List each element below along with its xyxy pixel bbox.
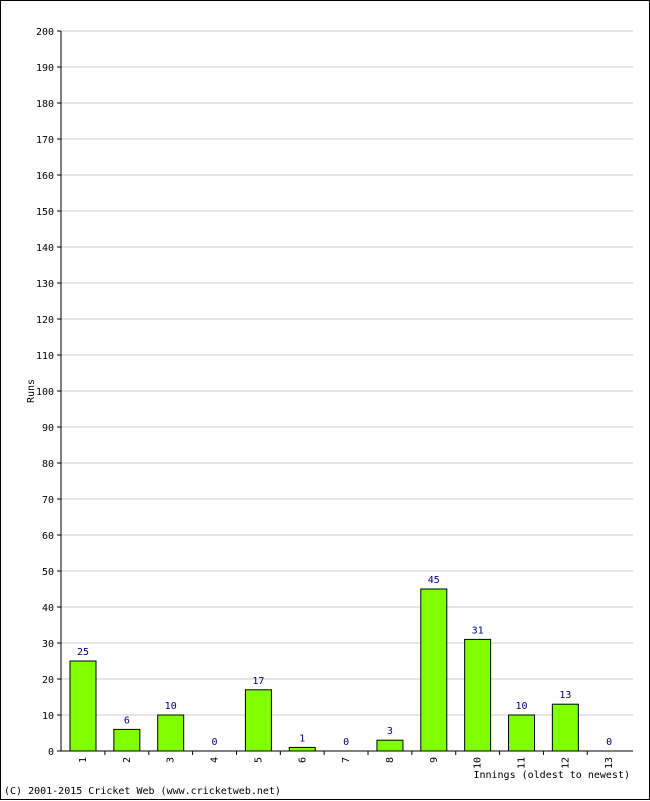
data-label: 10 bbox=[165, 701, 177, 712]
x-tick-label: 6 bbox=[297, 757, 308, 763]
y-tick-label: 20 bbox=[42, 675, 54, 686]
x-tick-label: 7 bbox=[341, 757, 352, 763]
data-label: 0 bbox=[606, 737, 612, 748]
y-tick-label: 160 bbox=[36, 171, 54, 182]
x-tick-label: 4 bbox=[210, 757, 221, 763]
x-tick-label: 9 bbox=[429, 757, 440, 763]
data-label: 17 bbox=[252, 676, 264, 687]
data-label: 0 bbox=[343, 737, 349, 748]
y-tick-label: 100 bbox=[36, 387, 54, 398]
y-tick-label: 50 bbox=[42, 567, 54, 578]
bar bbox=[113, 728, 141, 752]
x-axis-ticks: 1 2 3 4 5 6 7 8 9 10 11 12 13 bbox=[78, 751, 615, 769]
y-tick-label: 140 bbox=[36, 243, 54, 254]
bar bbox=[376, 739, 404, 752]
y-tick-label: 170 bbox=[36, 135, 54, 146]
y-tick-label: 40 bbox=[42, 603, 54, 614]
y-tick-label: 150 bbox=[36, 207, 54, 218]
y-tick-label: 30 bbox=[42, 639, 54, 650]
x-tick-label: 1 bbox=[78, 757, 89, 763]
y-tick-label: 180 bbox=[36, 99, 54, 110]
bars bbox=[69, 588, 579, 752]
x-tick-label: 13 bbox=[604, 757, 615, 769]
data-label: 1 bbox=[299, 733, 305, 744]
y-tick-label: 130 bbox=[36, 279, 54, 290]
bar bbox=[420, 588, 448, 752]
bar bbox=[508, 714, 535, 752]
x-tick-label: 8 bbox=[385, 757, 396, 763]
grid-lines bbox=[61, 30, 633, 716]
data-label: 13 bbox=[559, 690, 571, 701]
y-tick-label: 190 bbox=[36, 63, 54, 74]
bar bbox=[244, 689, 272, 752]
data-label: 6 bbox=[124, 715, 130, 726]
x-tick-label: 3 bbox=[166, 757, 177, 763]
x-tick-label: 2 bbox=[122, 757, 133, 763]
y-tick-label: 80 bbox=[42, 459, 54, 470]
data-label: 31 bbox=[472, 625, 484, 636]
x-tick-label: 11 bbox=[517, 757, 528, 769]
data-label: 0 bbox=[212, 737, 218, 748]
data-label: 10 bbox=[515, 701, 527, 712]
y-tick-label: 110 bbox=[36, 351, 54, 362]
x-tick-label: 5 bbox=[253, 757, 264, 763]
x-tick-label: 10 bbox=[473, 757, 484, 769]
y-tick-label: 90 bbox=[42, 423, 54, 434]
y-tick-label: 60 bbox=[42, 531, 54, 542]
bar bbox=[157, 714, 185, 752]
bar bbox=[551, 703, 579, 752]
bar bbox=[464, 638, 492, 752]
y-tick-label: 200 bbox=[36, 27, 54, 38]
y-tick-label: 0 bbox=[48, 747, 54, 758]
y-axis-label: Runs bbox=[26, 379, 37, 403]
copyright-text: (C) 2001-2015 Cricket Web (www.cricketwe… bbox=[4, 786, 281, 797]
bar bbox=[288, 746, 316, 752]
data-label: 25 bbox=[77, 647, 89, 658]
data-label: 3 bbox=[387, 726, 393, 737]
data-label: 45 bbox=[428, 575, 440, 586]
y-axis-ticks: 0 10 20 30 40 50 60 70 80 90 100 110 120 130 140 150 160… bbox=[36, 27, 61, 758]
x-tick-label: 12 bbox=[560, 757, 571, 769]
y-tick-label: 10 bbox=[42, 711, 54, 722]
y-tick-label: 120 bbox=[36, 315, 54, 326]
y-tick-label: 70 bbox=[42, 495, 54, 506]
bar bbox=[69, 660, 97, 752]
x-axis-label: Innings (oldest to newest) bbox=[473, 770, 630, 781]
